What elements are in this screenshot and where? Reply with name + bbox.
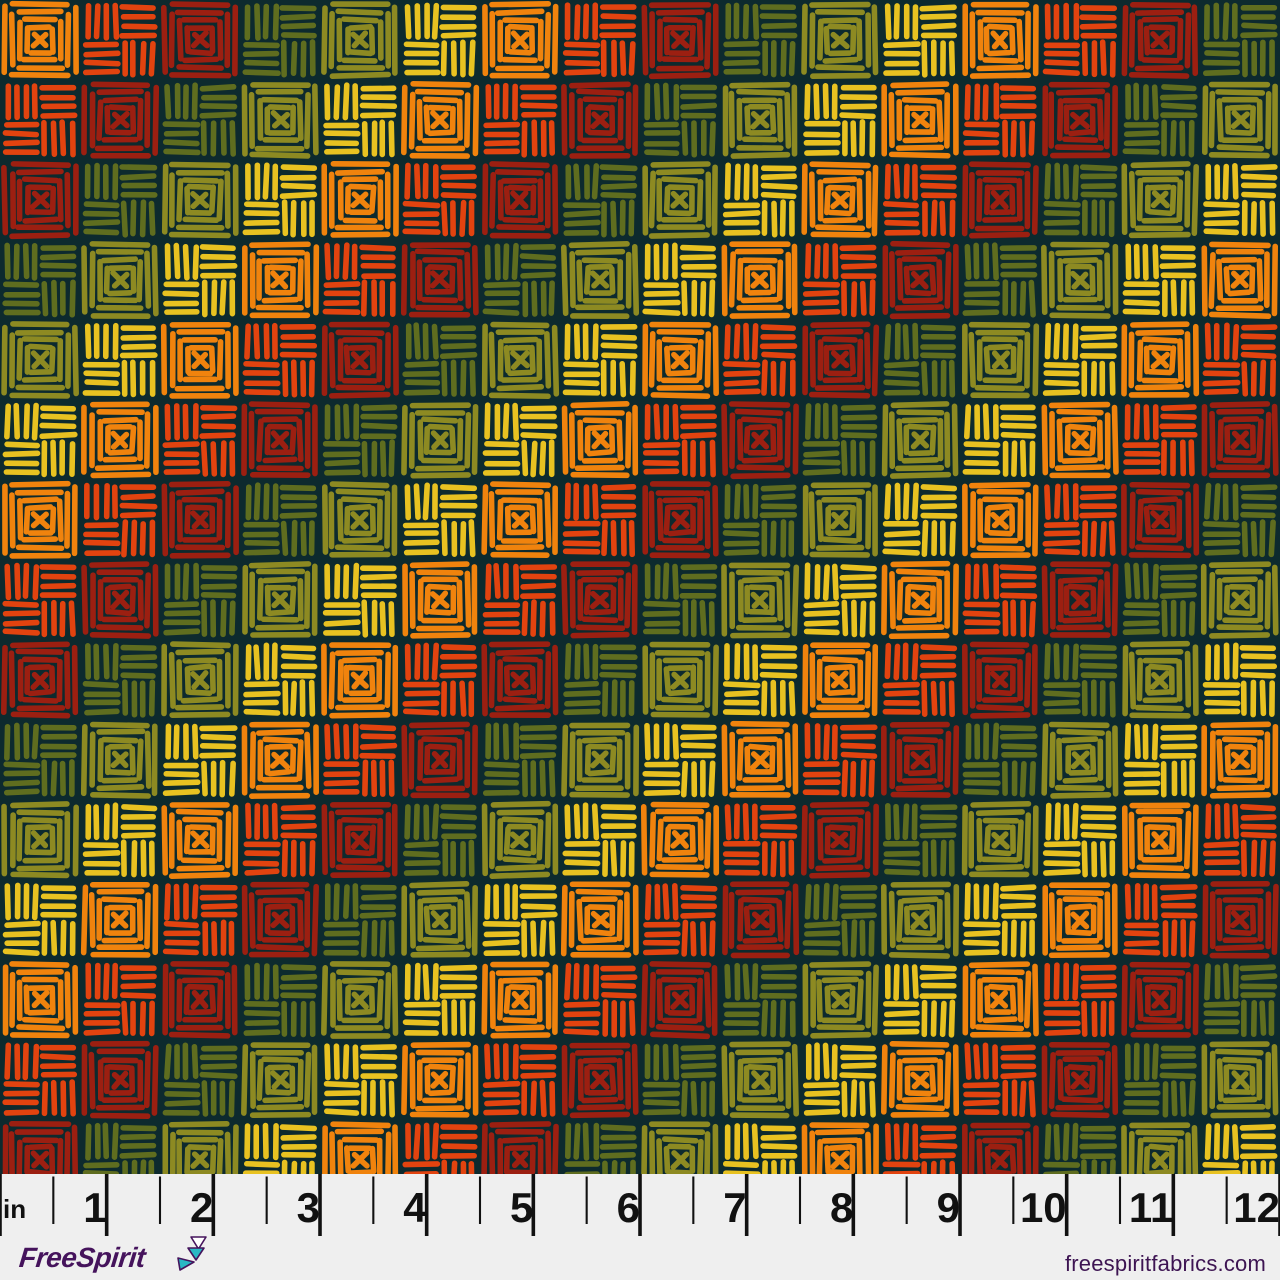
svg-text:4: 4 [403,1184,427,1231]
svg-text:3: 3 [297,1184,320,1231]
svg-text:9: 9 [937,1184,960,1231]
svg-text:7: 7 [723,1184,746,1231]
svg-text:12: 12 [1233,1184,1280,1231]
svg-text:2: 2 [190,1184,213,1231]
svg-text:in: in [3,1194,26,1224]
svg-text:11: 11 [1129,1184,1173,1231]
svg-text:1: 1 [83,1184,106,1231]
svg-text:10: 10 [1020,1184,1067,1231]
svg-text:6: 6 [617,1184,640,1231]
svg-text:5: 5 [510,1184,533,1231]
svg-text:FreeSpirit: FreeSpirit [18,1242,149,1273]
svg-text:8: 8 [830,1184,853,1231]
